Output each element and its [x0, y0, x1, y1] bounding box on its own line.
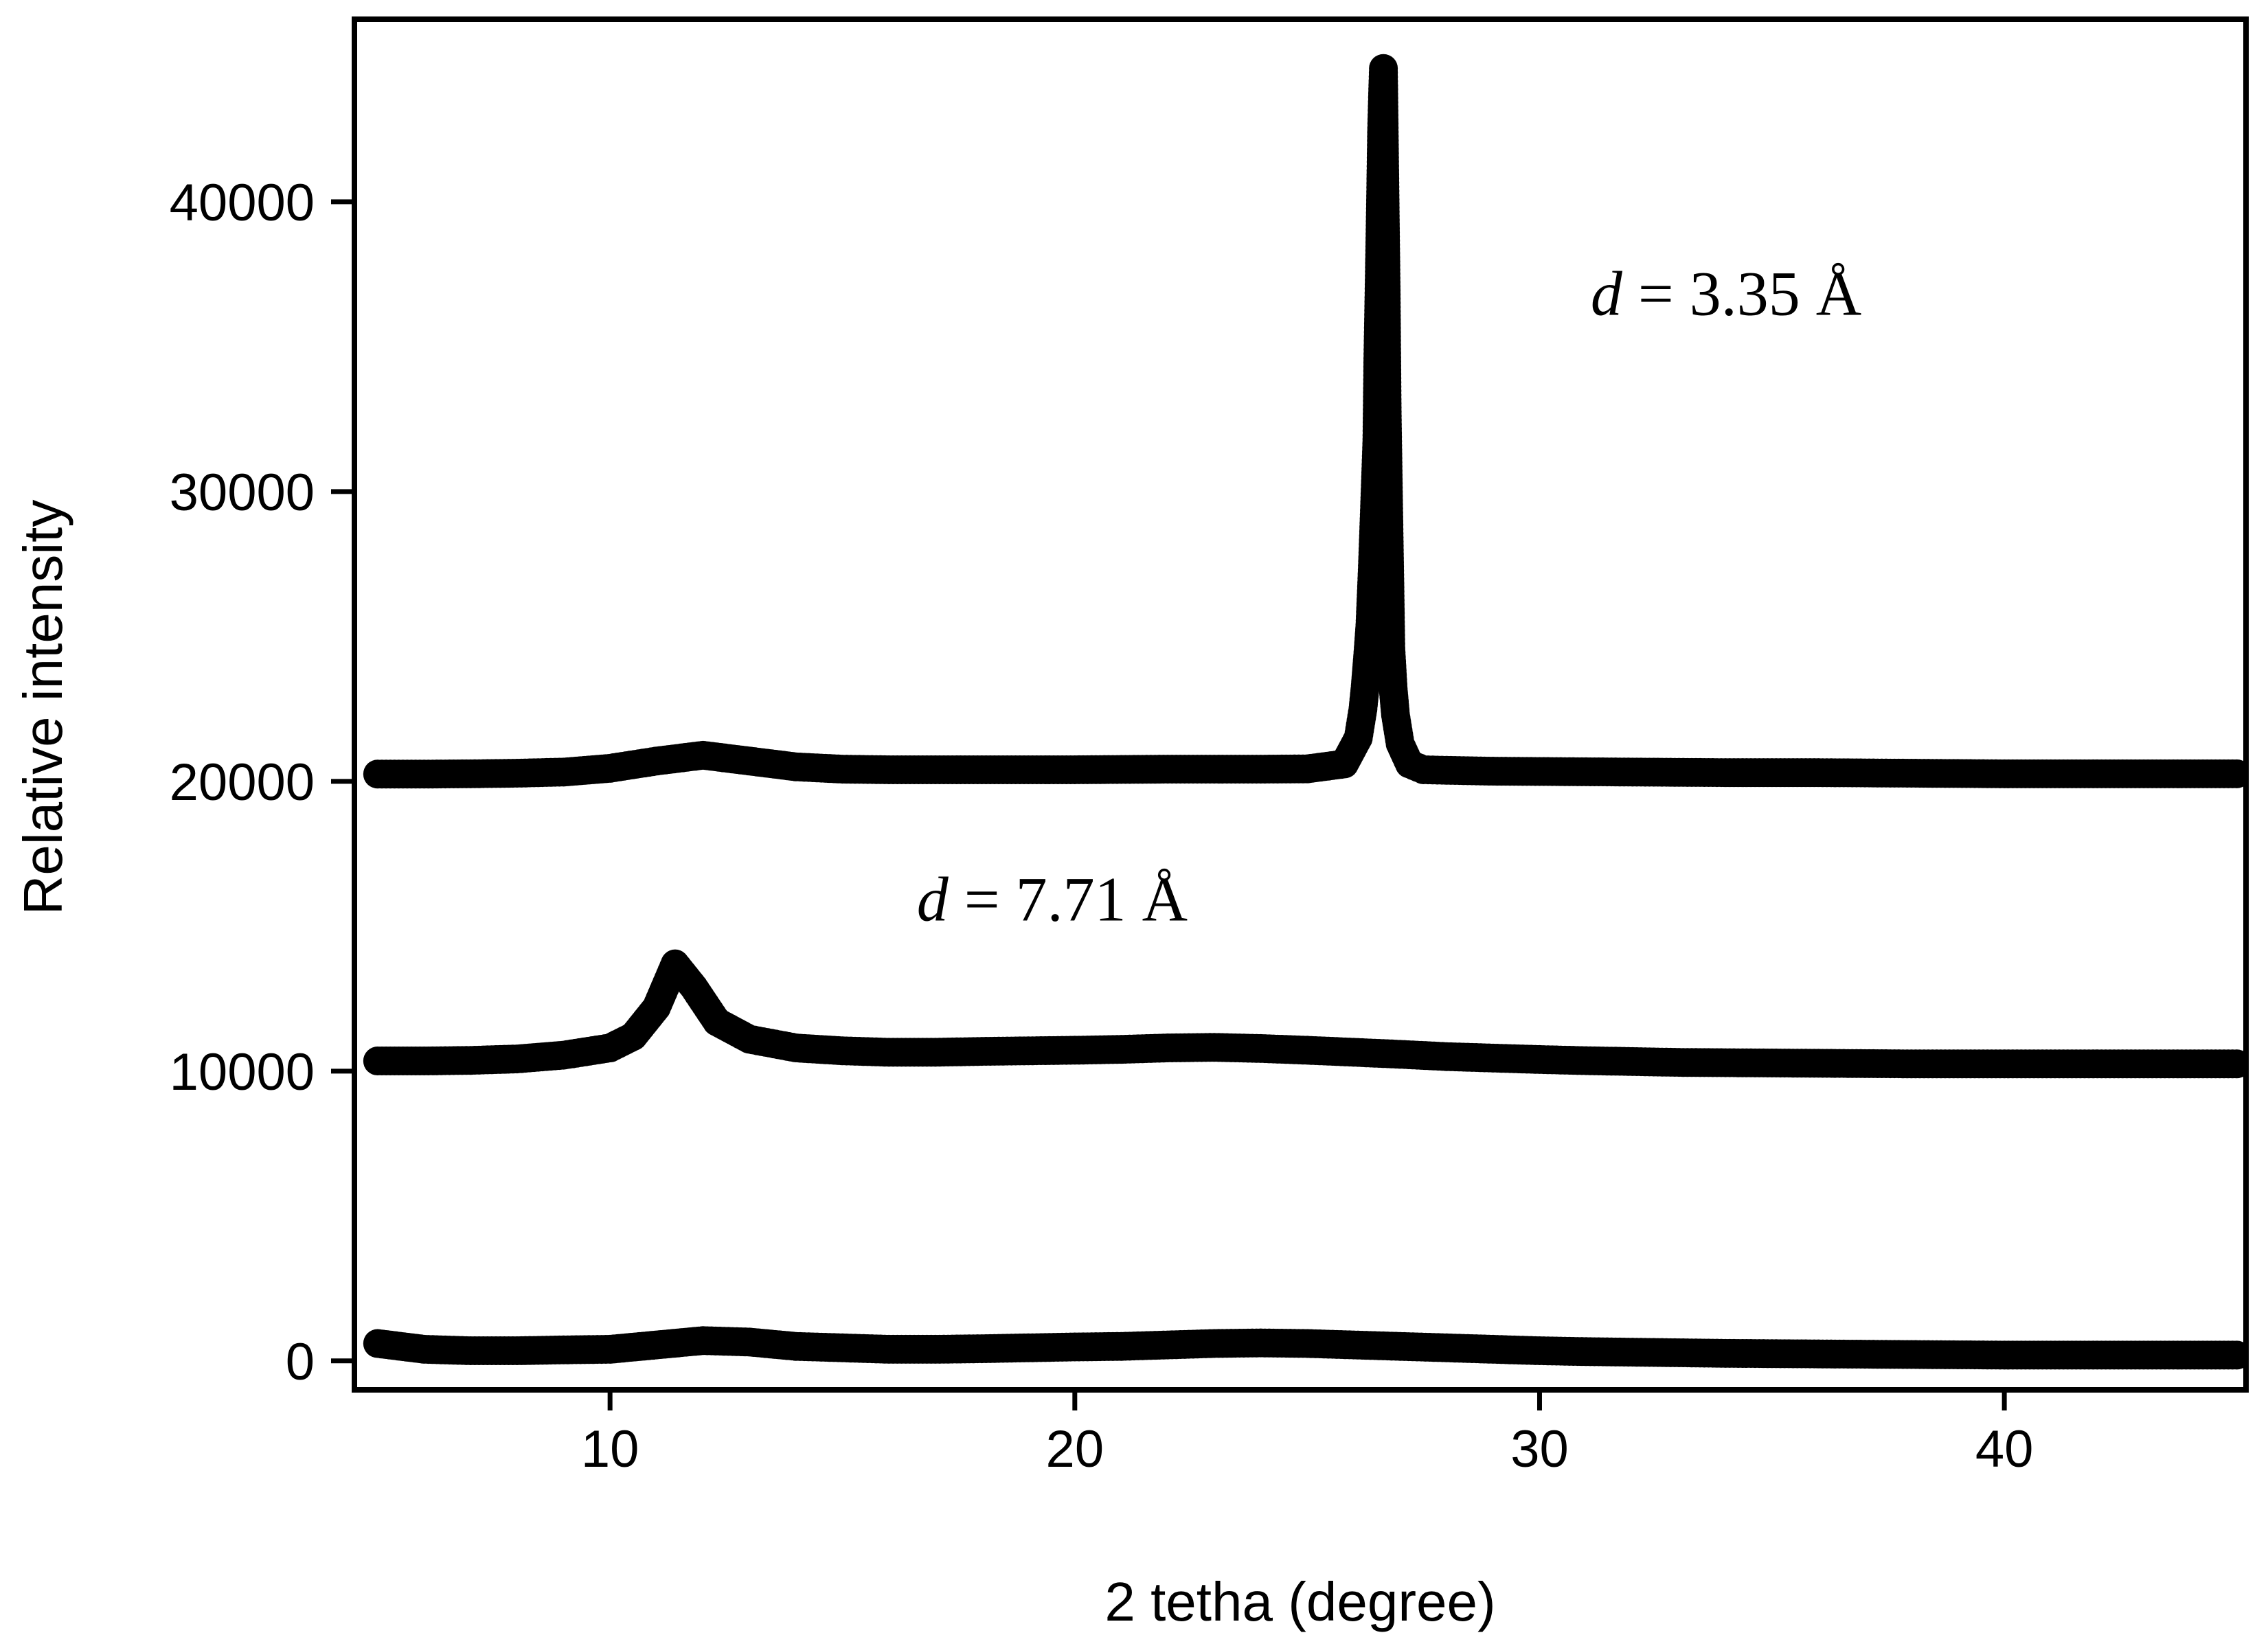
y-tick-label: 0	[286, 1333, 315, 1391]
series-layer	[363, 54, 2246, 1370]
d-spacing-annotation: d = 7.71 Å	[917, 864, 1188, 934]
annotations: d = 3.35 Åd = 7.71 Å	[917, 258, 1861, 934]
annotation-italic: d	[917, 864, 949, 934]
y-axis: 0 10000 20000 30000 40000	[170, 174, 354, 1391]
x-tick-label: 40	[1975, 1420, 2034, 1478]
data-point	[2222, 759, 2246, 788]
y-tick-label: 10000	[170, 1043, 315, 1101]
d-spacing-annotation: d = 3.35 Å	[1591, 258, 1861, 328]
series-1	[363, 1326, 2246, 1370]
data-point	[2222, 1049, 2246, 1079]
annotation-text: = 3.35 Å	[1622, 258, 1861, 328]
annotation-text: = 7.71 Å	[949, 864, 1188, 934]
x-tick-label: 20	[1046, 1420, 1104, 1478]
annotation-italic: d	[1591, 258, 1623, 328]
y-tick-label: 30000	[170, 464, 315, 522]
y-tick-label: 20000	[170, 753, 315, 812]
x-axis-title: 2 tetha (degree)	[1104, 1571, 1495, 1632]
y-axis-title: Relative intensity	[12, 500, 73, 915]
y-tick-label: 40000	[170, 174, 315, 232]
x-tick-label: 30	[1510, 1420, 1569, 1478]
x-tick-label: 10	[581, 1420, 639, 1478]
series-3	[363, 54, 2246, 789]
series-2	[363, 949, 2246, 1079]
plot-frame	[352, 16, 2249, 1393]
x-axis: 10 20 30 40	[581, 1390, 2034, 1478]
data-point	[2222, 1340, 2246, 1370]
